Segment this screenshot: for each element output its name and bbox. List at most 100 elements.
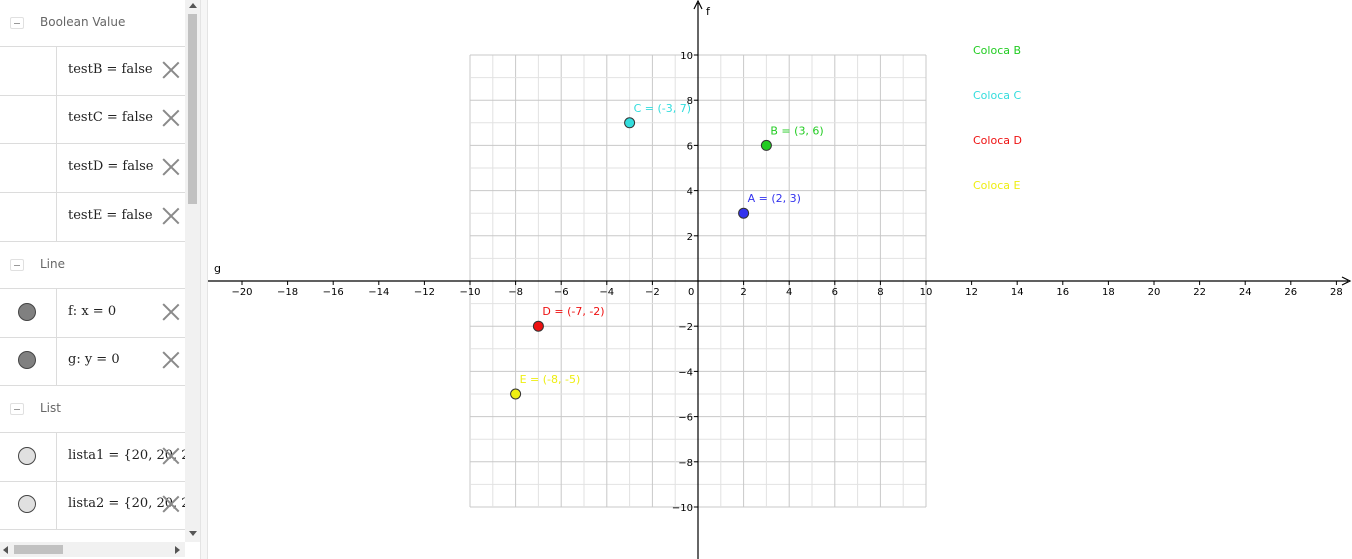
algebra-item[interactable]: testD = false [0,144,185,193]
algebra-view: Boolean Value testB = false testC = false t… [0,0,185,542]
object-definition[interactable]: testD = false [68,159,154,174]
y-tick-label: 4 [687,187,693,198]
group-title: Boolean Value [40,15,126,29]
visibility-marble-icon[interactable] [18,495,36,513]
x-tick-label: −6 [554,287,569,298]
object-definition[interactable]: g: y = 0 [68,352,120,367]
y-tick-label: 2 [687,232,693,243]
collapse-toggle-icon[interactable] [10,259,24,271]
collapse-toggle-icon[interactable] [10,17,24,29]
group-title: Line [40,257,66,271]
object-definition[interactable]: testE = false [68,208,153,223]
y-axis-arrow-icon [693,0,703,10]
button-coloca-b[interactable]: Coloca B [973,44,1021,57]
delete-icon[interactable] [162,207,180,225]
point-label-d: D = (-7, -2) [542,305,604,318]
y-tick-label: 6 [687,141,693,152]
scroll-left-arrow-icon[interactable] [3,546,8,554]
button-coloca-c[interactable]: Coloca C [973,89,1021,102]
button-coloca-e[interactable]: Coloca E [973,179,1020,192]
y-tick-label: 8 [687,96,693,107]
scroll-up-arrow-icon[interactable] [189,3,197,8]
graphics-view[interactable]: gf0−20 −18 −16 −14 −12 −10 −8 −6 −4 −2 2 4 6 8 10 12 14 1… [208,0,1352,559]
point-e[interactable] [510,388,522,400]
algebra-item[interactable]: testE = false [0,193,185,242]
algebra-item[interactable]: lista2 = {20, 20, 20, [0,481,185,530]
object-definition[interactable]: testC = false [68,110,154,125]
y-tick-label: −8 [678,458,693,469]
point-label-b: B = (3, 6) [770,124,823,137]
delete-icon[interactable] [162,61,180,79]
x-tick-label: −14 [368,287,389,298]
x-tick-label: 24 [1239,287,1252,298]
delete-icon[interactable] [162,447,180,465]
marble-cell [0,193,57,241]
x-tick-label: 2 [740,287,746,298]
y-tick-label: −4 [678,367,693,378]
x-tick-label: −8 [508,287,523,298]
point-label-c: C = (-3, 7) [634,102,691,115]
x-tick-label: 14 [1011,287,1024,298]
object-definition[interactable]: f: x = 0 [68,304,117,319]
y-tick-label: −6 [678,413,693,424]
x-tick-label: 26 [1284,287,1297,298]
scroll-right-arrow-icon[interactable] [175,546,180,554]
view-splitter[interactable] [200,0,208,559]
delete-icon[interactable] [162,109,180,127]
y-tick-label: 10 [680,51,693,62]
visibility-marble-icon[interactable] [18,303,36,321]
algebra-horizontal-scrollbar[interactable] [0,542,185,557]
x-tick-label: 6 [832,287,838,298]
marble-cell [0,433,57,481]
algebra-item[interactable]: g: y = 0 [0,337,185,386]
delete-icon[interactable] [162,495,180,513]
button-coloca-d[interactable]: Coloca D [973,134,1022,147]
marble-cell [0,481,57,529]
y-tick-label: −2 [678,322,693,333]
group-header-list: List [0,386,185,432]
origin-label: 0 [688,287,694,298]
collapse-toggle-icon[interactable] [10,403,24,415]
scroll-down-arrow-icon[interactable] [189,531,197,536]
object-definition[interactable]: lista1 = {20, 20, 20, [68,448,185,463]
x-axis-label: g [214,262,221,275]
group-title: List [40,401,61,415]
visibility-marble-icon[interactable] [18,351,36,369]
x-tick-label: −18 [277,287,298,298]
marble-cell [0,337,57,385]
x-tick-label: 20 [1148,287,1161,298]
y-axis-label: f [706,5,711,18]
algebra-item[interactable]: testC = false [0,95,185,144]
scrollbar-thumb[interactable] [14,545,63,554]
x-tick-label: −4 [599,287,614,298]
delete-icon[interactable] [162,158,180,176]
algebra-item[interactable]: f: x = 0 [0,288,185,338]
marble-cell [0,144,57,192]
algebra-item[interactable]: testB = false [0,46,185,96]
x-tick-label: 8 [877,287,883,298]
point-c[interactable] [624,117,636,129]
algebra-item[interactable]: lista1 = {20, 20, 20, [0,432,185,482]
group-header-line: Line [0,242,185,288]
x-tick-label: 16 [1056,287,1069,298]
marble-cell [0,95,57,143]
point-d[interactable] [532,320,544,332]
object-definition[interactable]: testB = false [68,62,153,77]
delete-icon[interactable] [162,303,180,321]
x-axis-arrow-icon [1341,276,1352,286]
x-tick-label: 12 [965,287,978,298]
object-definition[interactable]: lista2 = {20, 20, 20, [68,496,185,511]
x-tick-label: −16 [323,287,344,298]
algebra-vertical-scrollbar[interactable] [185,0,200,542]
x-tick-label: 10 [920,287,933,298]
x-tick-label: 18 [1102,287,1115,298]
x-tick-label: 28 [1330,287,1343,298]
x-tick-label: 4 [786,287,792,298]
point-a[interactable] [738,207,750,219]
scrollbar-thumb[interactable] [188,14,197,204]
y-tick-label: −10 [672,503,693,514]
delete-icon[interactable] [162,351,180,369]
visibility-marble-icon[interactable] [18,447,36,465]
point-b[interactable] [760,139,772,151]
x-tick-label: −2 [645,287,660,298]
